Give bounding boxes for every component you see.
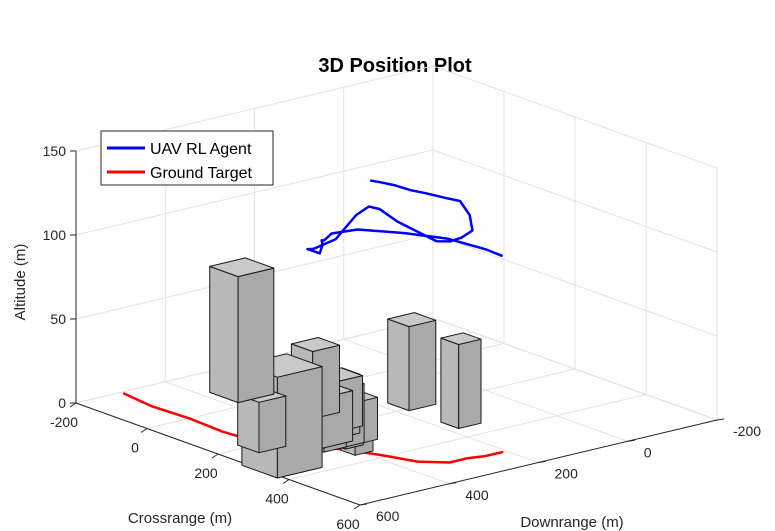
z-tick-label: 50	[50, 311, 66, 327]
building-face-top	[209, 257, 275, 278]
wall-gridline-z	[432, 149, 718, 253]
y-tick-mark	[449, 482, 457, 485]
legend-uav-label: UAV RL Agent	[150, 141, 252, 158]
building-face-side	[458, 338, 482, 429]
buildings-layer	[209, 257, 482, 479]
ticks-layer: -200 0 200 400 600 -200 0 200 400 600 0 50 100 150	[43, 143, 762, 531]
building-face-front	[387, 318, 410, 412]
x-tick-mark	[282, 479, 290, 484]
legend-target-label: Ground Target	[150, 165, 253, 182]
building-face-side	[408, 319, 437, 412]
legend: UAV RL Agent Ground Target	[100, 130, 274, 186]
uav-line	[306, 179, 503, 257]
y-tick-label: 200	[555, 466, 579, 482]
x-tick-label: 400	[265, 491, 289, 507]
y-tick-label: 0	[644, 444, 652, 460]
wall-gridline-z	[432, 317, 718, 421]
x-tick-mark	[211, 453, 219, 459]
building-face-top	[290, 337, 340, 352]
wall-gridline-z	[432, 65, 718, 169]
building	[387, 312, 437, 412]
building-face-side	[258, 395, 287, 454]
building-face-top	[387, 312, 437, 328]
building	[440, 332, 482, 429]
wall-gridline-z	[432, 233, 718, 337]
building-face-front	[440, 337, 460, 429]
floor-gridline-y	[343, 338, 628, 442]
x-tick-mark	[353, 504, 361, 510]
y-tick-mark	[538, 461, 546, 463]
z-tick-label: 0	[58, 395, 66, 411]
y-tick-label: 400	[465, 487, 489, 503]
z-axis-label: Altitude (m)	[12, 244, 29, 321]
z-tick-label: 100	[43, 227, 67, 243]
x-tick-label: 0	[131, 440, 139, 456]
wall-gridline-z2	[75, 149, 434, 236]
building-face-front	[209, 265, 239, 404]
x-tick-mark	[69, 402, 77, 408]
x-tick-label: 200	[194, 465, 218, 481]
x-axis-label: Downrange (m)	[520, 514, 623, 531]
building	[209, 257, 275, 404]
chart-title: 3D Position Plot	[318, 55, 472, 77]
uav-series	[306, 179, 503, 257]
building-face-side	[237, 267, 275, 404]
y-tick-mark	[627, 439, 635, 442]
x-tick-label: -200	[50, 414, 78, 430]
x-tick-mark	[140, 428, 148, 433]
y-tick-label: 600	[376, 508, 400, 524]
z-tick-label: 150	[43, 143, 67, 159]
legend-box	[100, 130, 274, 186]
building-face-front	[237, 394, 260, 454]
y-tick-label: -200	[733, 423, 761, 439]
y-axis-label: Crossrange (m)	[128, 510, 232, 527]
y-tick-mark	[716, 418, 725, 421]
y-tick-mark	[359, 503, 368, 506]
building-face-top	[440, 332, 482, 345]
x-tick-label: 600	[336, 516, 360, 531]
